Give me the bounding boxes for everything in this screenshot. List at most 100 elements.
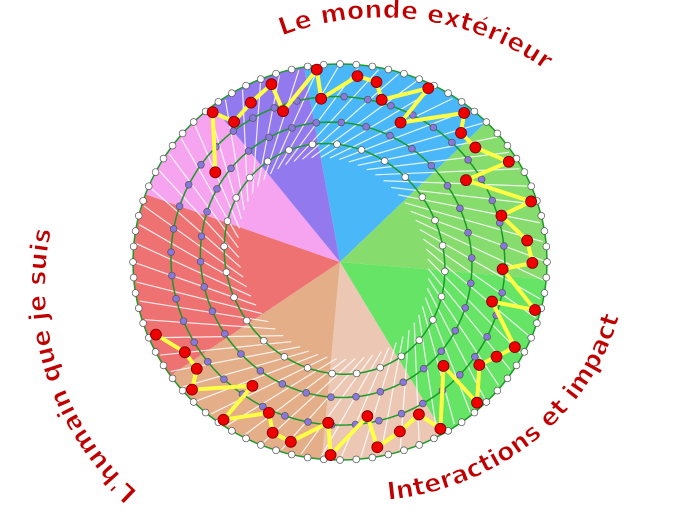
node: [184, 181, 193, 189]
node: [134, 212, 143, 220]
path-node: [371, 441, 384, 454]
path-node: [209, 166, 222, 179]
node: [467, 254, 476, 262]
node: [168, 141, 177, 150]
node: [129, 258, 137, 266]
node: [336, 60, 344, 68]
node: [483, 333, 491, 341]
node: [400, 446, 408, 455]
path-node: [529, 304, 541, 316]
node: [227, 164, 235, 173]
path-node: [284, 435, 297, 448]
node: [214, 98, 223, 106]
node: [471, 353, 479, 361]
path-node: [186, 383, 198, 396]
node: [482, 118, 491, 126]
spoke-line: [136, 243, 252, 297]
spoke-line: [418, 314, 438, 435]
spoke-line: [419, 229, 541, 300]
node: [461, 304, 469, 312]
spoke-line: [415, 219, 544, 281]
node: [167, 248, 175, 256]
node: [352, 455, 360, 464]
node: [134, 304, 143, 312]
node: [172, 294, 180, 303]
node: [201, 408, 210, 417]
node: [242, 81, 250, 90]
node: [375, 416, 383, 425]
path-node: [262, 406, 275, 419]
spoke-line: [391, 186, 536, 205]
path-node: [412, 408, 425, 421]
node: [328, 369, 336, 378]
node: [145, 182, 153, 190]
node: [229, 127, 238, 135]
node: [270, 104, 279, 112]
node: [281, 412, 289, 420]
node: [503, 374, 512, 383]
path-node: [469, 141, 482, 154]
node: [168, 374, 177, 383]
node: [431, 216, 439, 225]
node: [467, 279, 475, 288]
node: [159, 361, 168, 370]
node: [230, 293, 238, 302]
node: [129, 273, 138, 282]
node: [263, 157, 272, 166]
node: [520, 348, 529, 356]
spoke-line: [425, 248, 530, 337]
node: [208, 307, 217, 316]
node: [278, 380, 287, 388]
path-node: [228, 115, 240, 128]
node: [537, 212, 546, 220]
label-self: L'humain que je suis: [22, 226, 142, 509]
spoke-line: [329, 98, 453, 159]
node: [364, 95, 372, 104]
node: [427, 161, 436, 170]
yellow-path-line: [154, 67, 537, 458]
node: [228, 427, 236, 435]
path-node: [526, 256, 539, 269]
node: [222, 268, 231, 276]
node: [308, 140, 317, 149]
node: [438, 241, 447, 250]
spoke-line: [143, 205, 244, 278]
node: [213, 185, 221, 193]
node: [419, 364, 428, 373]
node: [470, 408, 479, 417]
node: [272, 69, 280, 78]
node: [384, 450, 393, 459]
spoke-line: [138, 224, 248, 288]
path-node: [471, 396, 483, 409]
path-node: [496, 263, 509, 276]
node: [303, 453, 312, 462]
node: [397, 409, 406, 418]
node: [493, 386, 502, 395]
spoke-line: [151, 335, 284, 339]
node: [189, 118, 198, 126]
spoke-line: [269, 67, 320, 175]
spoke-line: [150, 187, 242, 268]
node: [175, 202, 184, 211]
path-node: [393, 425, 406, 438]
node: [376, 388, 385, 396]
path-node: [266, 426, 279, 439]
node: [386, 131, 394, 140]
spoke-line: [293, 69, 380, 162]
path-node: [394, 116, 407, 129]
node: [260, 336, 268, 345]
node: [418, 193, 427, 201]
node: [257, 75, 265, 83]
sector: [303, 64, 488, 262]
node: [220, 375, 228, 383]
node: [336, 456, 344, 464]
sector: [143, 104, 340, 263]
spoke-line: [196, 353, 319, 402]
node: [415, 441, 423, 449]
path-node: [422, 82, 435, 95]
node: [129, 242, 138, 251]
node: [400, 69, 408, 78]
node: [320, 60, 328, 69]
node: [246, 173, 254, 182]
node: [179, 317, 188, 325]
